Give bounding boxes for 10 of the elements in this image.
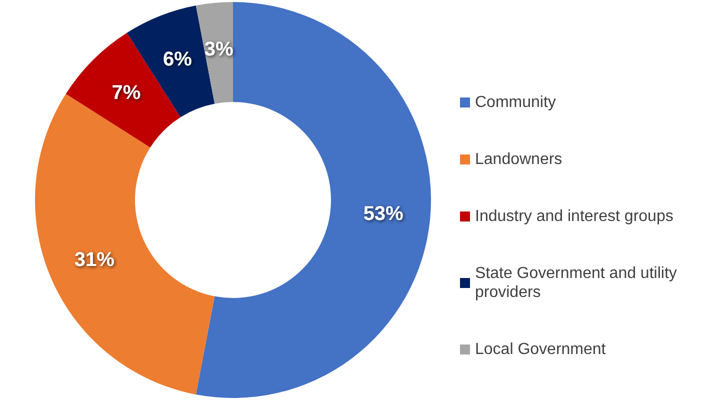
legend-label: State Government and utility providers: [475, 265, 682, 301]
legend-label: Community: [475, 94, 556, 111]
data-label: 31%: [74, 248, 115, 271]
data-label: 6%: [162, 48, 192, 71]
legend-label: Industry and interest groups: [475, 208, 674, 225]
data-label: 53%: [363, 203, 404, 226]
legend-label: Landowners: [475, 151, 562, 168]
legend-label: Local Government: [475, 341, 606, 358]
data-label: 3%: [204, 38, 234, 61]
data-label: 7%: [112, 82, 141, 104]
